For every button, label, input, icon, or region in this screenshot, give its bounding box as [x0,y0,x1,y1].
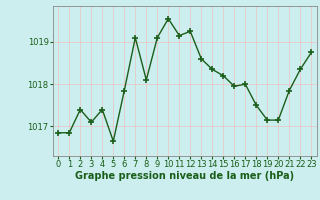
X-axis label: Graphe pression niveau de la mer (hPa): Graphe pression niveau de la mer (hPa) [75,171,294,181]
